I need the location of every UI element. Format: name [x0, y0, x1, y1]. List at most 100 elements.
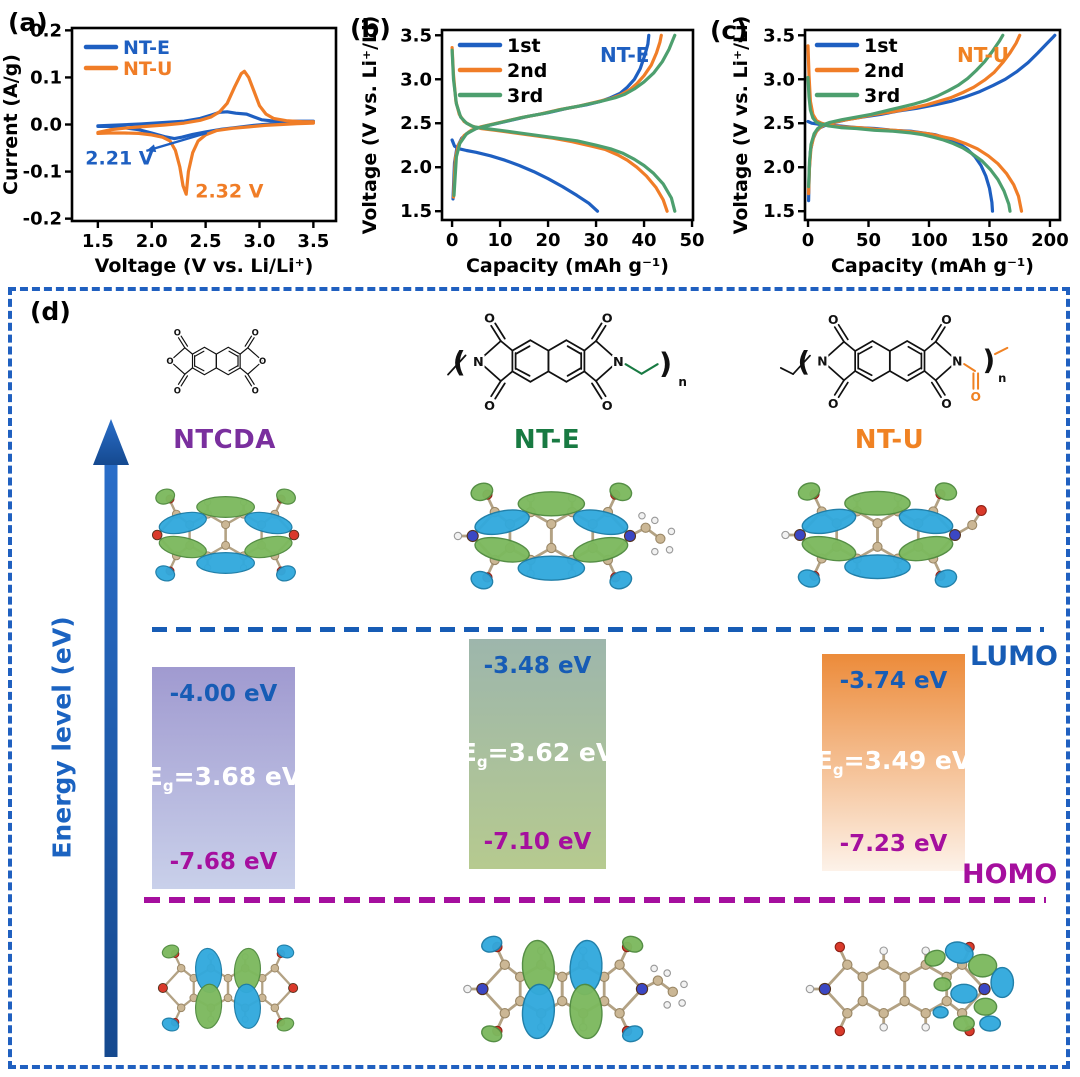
svg-text:-0.1: -0.1 — [23, 162, 62, 183]
svg-text:100: 100 — [910, 230, 948, 251]
svg-text:2.0: 2.0 — [763, 157, 795, 178]
svg-text:1.5: 1.5 — [82, 231, 114, 252]
nt-e-homo-orbital-image — [447, 919, 697, 1059]
homo-label: HOMO — [962, 859, 1058, 890]
nt-e-gap-value: Eg=3.62 eV — [459, 737, 616, 771]
svg-text:3.0: 3.0 — [400, 69, 432, 90]
svg-text:10: 10 — [488, 230, 513, 251]
svg-text:N: N — [817, 355, 827, 369]
ntcda-level-box: -4.00 eV Eg=3.68 eV -7.68 eV — [146, 667, 301, 889]
svg-text:O: O — [484, 399, 495, 414]
svg-text:20: 20 — [536, 230, 561, 251]
svg-text:3.5: 3.5 — [763, 25, 795, 46]
nt-e-structure: O O O O N N() n — [420, 301, 700, 421]
ntcda-homo-orbital-image — [137, 919, 335, 1057]
svg-text:O: O — [166, 356, 173, 366]
svg-text:3.0: 3.0 — [244, 231, 276, 252]
svg-text:-0.2: -0.2 — [23, 209, 62, 230]
svg-text:0.2: 0.2 — [30, 20, 62, 41]
svg-text:O: O — [259, 356, 266, 366]
svg-text:30: 30 — [584, 230, 609, 251]
svg-text:2nd: 2nd — [864, 60, 904, 82]
svg-text:N: N — [473, 355, 484, 370]
svg-text:2.32 V: 2.32 V — [195, 180, 263, 202]
svg-text:NT-E: NT-E — [123, 37, 170, 59]
svg-text:3rd: 3rd — [507, 85, 543, 107]
svg-text:50: 50 — [680, 230, 705, 251]
nt-u-lumo-value: -3.74 eV — [839, 668, 948, 694]
svg-text:200: 200 — [1031, 230, 1069, 251]
ntcda-gap-value: Eg=3.68 eV — [145, 761, 302, 795]
svg-text:2.5: 2.5 — [190, 231, 222, 252]
ntcda-lumo-value: -4.00 eV — [169, 681, 278, 707]
svg-text:50: 50 — [856, 230, 881, 251]
ntcda-name: NTCDA — [173, 425, 276, 455]
nt-u-name: NT-U — [854, 425, 925, 455]
svg-text:Capacity (mAh g⁻¹): Capacity (mAh g⁻¹) — [466, 255, 669, 277]
svg-text:N: N — [952, 355, 962, 369]
svg-text:NT-E: NT-E — [600, 43, 649, 67]
energy-axis-arrow — [92, 419, 130, 1061]
svg-text:O: O — [174, 328, 181, 338]
svg-text:3.5: 3.5 — [297, 231, 329, 252]
svg-text:O: O — [602, 312, 613, 327]
svg-text:Voltage (V vs. Li⁺/Li): Voltage (V vs. Li⁺/Li) — [730, 16, 752, 235]
svg-text:O: O — [971, 390, 981, 404]
svg-text:O: O — [252, 385, 259, 395]
nt-e-level-box: -3.48 eV Eg=3.62 eV -7.10 eV — [460, 639, 615, 869]
svg-text:Capacity (mAh g⁻¹): Capacity (mAh g⁻¹) — [831, 255, 1034, 277]
cv-chart: 1.5 2.0 2.5 3.0 3.5 -0.2 -0.1 0.0 0.1 0.2 Voltage … — [0, 0, 352, 282]
nt-u-structure: O O O O N N(O) n — [770, 301, 1032, 421]
svg-text:O: O — [252, 328, 259, 338]
ntcda-structure: O O O O O O — [134, 301, 314, 421]
svg-text:O: O — [941, 313, 951, 327]
svg-text:1.5: 1.5 — [400, 201, 432, 222]
nt-e-lumo-value: -3.48 eV — [483, 653, 592, 679]
panel-a-label: (a) — [8, 8, 48, 37]
nt-e-lumo-orbital-image — [440, 467, 682, 605]
svg-text:N: N — [613, 355, 624, 370]
svg-text:O: O — [828, 313, 838, 327]
svg-text:40: 40 — [632, 230, 657, 251]
nt-e-name: NT-E — [513, 425, 581, 455]
svg-text:O: O — [484, 312, 495, 327]
svg-text:3.0: 3.0 — [763, 69, 795, 90]
svg-text:NT-U: NT-U — [123, 58, 172, 80]
svg-text:1st: 1st — [507, 35, 541, 57]
nt-e-homo-value: -7.10 eV — [483, 829, 592, 855]
svg-text:2.5: 2.5 — [763, 113, 795, 134]
svg-text:2.5: 2.5 — [400, 113, 432, 134]
svg-text:2.0: 2.0 — [400, 157, 432, 178]
svg-text:n: n — [678, 375, 687, 389]
svg-text:0.0: 0.0 — [30, 115, 62, 136]
svg-text:O: O — [174, 385, 181, 395]
svg-text:2.21 V: 2.21 V — [85, 148, 153, 170]
svg-text:1st: 1st — [864, 35, 898, 57]
svg-text:Voltage (V vs. Li⁺/Li): Voltage (V vs. Li⁺/Li) — [359, 16, 381, 235]
svg-text:3.5: 3.5 — [400, 25, 432, 46]
svg-text:2.0: 2.0 — [136, 231, 168, 252]
svg-text:): ) — [983, 343, 996, 376]
panel-d-label: (d) — [30, 297, 71, 326]
svg-text:0: 0 — [802, 230, 815, 251]
svg-text:150: 150 — [971, 230, 1009, 251]
energy-axis-label: Energy level (eV) — [47, 616, 77, 859]
lumo-level-line — [152, 627, 1044, 632]
svg-text:NT-U: NT-U — [957, 43, 1009, 67]
nt-u-level-box: -3.74 eV Eg=3.49 eV -7.23 eV — [816, 654, 971, 871]
nt-e-capacity-chart: 0 10 20 30 40 50 1.5 2.0 2.5 3.0 3.5 Capacity (mAh … — [350, 0, 708, 282]
nt-u-lumo-orbital-image — [768, 467, 1006, 603]
svg-text:): ) — [659, 346, 672, 380]
svg-text:0.1: 0.1 — [30, 67, 62, 88]
ntcda-lumo-orbital-image — [130, 467, 338, 603]
lumo-label: LUMO — [970, 641, 1058, 672]
svg-text:0: 0 — [446, 230, 459, 251]
panel-c-label: (c) — [710, 16, 748, 45]
svg-text:1.5: 1.5 — [763, 201, 795, 222]
panel-b-label: (b) — [350, 14, 391, 43]
svg-text:3rd: 3rd — [864, 85, 900, 107]
svg-text:O: O — [602, 399, 613, 414]
svg-text:Current (A/g): Current (A/g) — [0, 54, 22, 195]
